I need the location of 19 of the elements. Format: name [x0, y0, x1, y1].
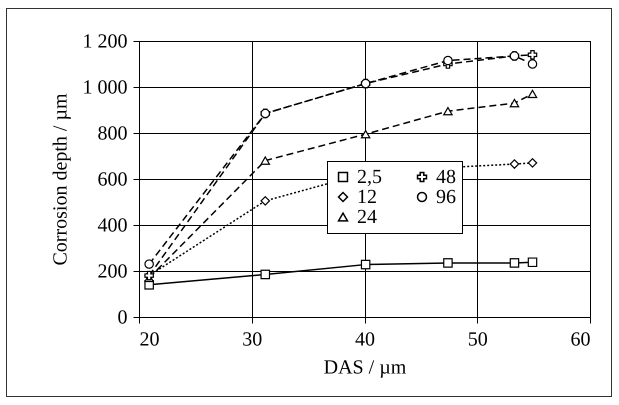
legend-label: 96	[436, 186, 456, 208]
legend-label: 12	[357, 186, 377, 208]
x-tick-label: 40	[355, 328, 375, 350]
y-tick-label: 600	[98, 168, 128, 190]
y-tick-label: 1 000	[82, 76, 128, 98]
x-tick-label: 60	[570, 328, 590, 350]
x-axis-title: DAS / µm	[324, 356, 407, 378]
y-tick-label: 1 200	[82, 30, 128, 52]
y-tick-label: 400	[98, 214, 128, 236]
x-tick-label: 30	[242, 328, 262, 350]
x-tick-label: 50	[468, 328, 488, 350]
y-tick-label: 200	[98, 260, 128, 282]
y-axis-title: Corrosion depth / µm	[50, 93, 72, 266]
legend-label: 24	[357, 206, 377, 228]
legend-label: 48	[436, 166, 456, 188]
y-tick-label: 0	[118, 306, 128, 328]
x-tick-label: 20	[140, 328, 160, 350]
legend-label: 2,5	[357, 166, 382, 188]
y-tick-label: 800	[98, 122, 128, 144]
